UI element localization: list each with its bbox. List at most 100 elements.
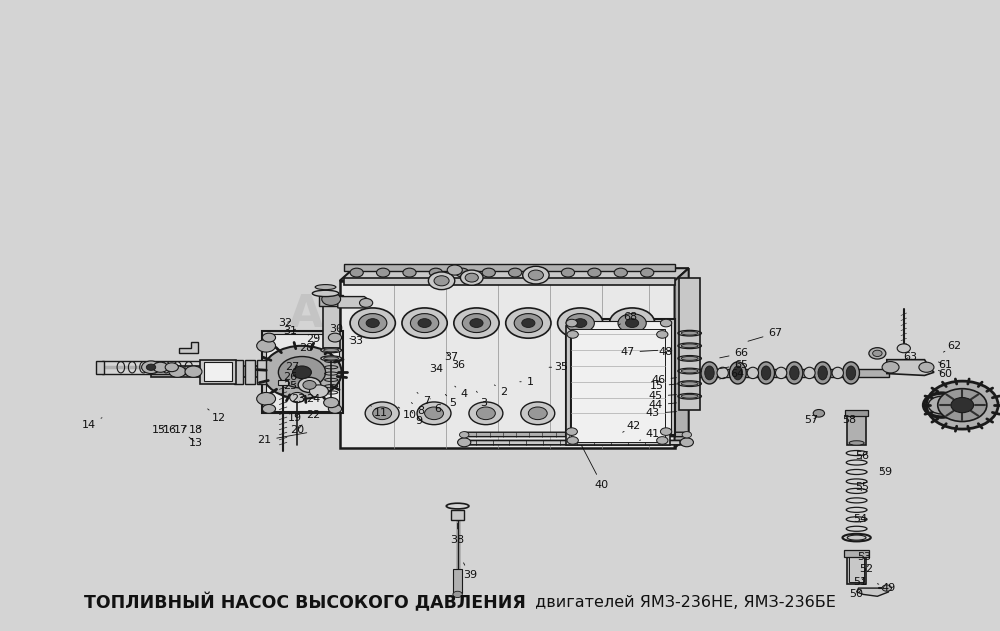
Text: 39: 39	[463, 563, 477, 581]
Circle shape	[566, 319, 577, 327]
Ellipse shape	[804, 367, 815, 379]
Text: 21: 21	[257, 433, 307, 445]
Circle shape	[350, 268, 363, 277]
Ellipse shape	[681, 382, 698, 386]
Bar	[844, 550, 869, 557]
Text: 14: 14	[82, 418, 102, 430]
Circle shape	[509, 268, 522, 277]
Ellipse shape	[717, 367, 728, 379]
Circle shape	[561, 268, 575, 277]
Circle shape	[506, 308, 551, 338]
Circle shape	[257, 392, 276, 405]
Bar	[451, 510, 464, 520]
Text: 31: 31	[284, 326, 298, 336]
Bar	[200, 360, 236, 384]
Text: 42: 42	[623, 421, 641, 432]
Circle shape	[813, 410, 825, 417]
Bar	[847, 412, 866, 445]
Text: 57: 57	[804, 415, 818, 425]
Bar	[245, 360, 255, 384]
Circle shape	[310, 385, 328, 398]
Text: 10: 10	[398, 407, 416, 420]
Ellipse shape	[761, 366, 771, 380]
Text: 50: 50	[850, 589, 864, 599]
Circle shape	[574, 319, 587, 327]
Circle shape	[429, 268, 443, 277]
Circle shape	[376, 268, 390, 277]
Circle shape	[290, 392, 305, 403]
Text: 68: 68	[619, 312, 637, 325]
Circle shape	[573, 402, 607, 425]
Ellipse shape	[747, 367, 759, 379]
Circle shape	[169, 366, 186, 377]
Polygon shape	[338, 297, 370, 308]
Ellipse shape	[832, 367, 843, 379]
Text: 67: 67	[748, 328, 783, 341]
Text: 49: 49	[877, 583, 896, 593]
Text: 38: 38	[451, 523, 465, 545]
Text: 15: 15	[650, 381, 677, 391]
Circle shape	[278, 357, 326, 388]
Circle shape	[298, 377, 321, 392]
Circle shape	[402, 308, 447, 338]
Bar	[96, 361, 104, 374]
Text: двигателей ЯМЗ-236НЕ, ЯМЗ-236БЕ: двигателей ЯМЗ-236НЕ, ЯМЗ-236БЕ	[530, 595, 836, 610]
Text: 6: 6	[430, 399, 441, 414]
Text: 7: 7	[417, 392, 430, 406]
Circle shape	[418, 319, 431, 327]
Ellipse shape	[681, 369, 698, 373]
Bar	[681, 369, 889, 377]
Text: 20: 20	[290, 425, 304, 435]
Circle shape	[366, 319, 379, 327]
Ellipse shape	[321, 356, 342, 361]
Text: 26: 26	[284, 372, 298, 382]
Ellipse shape	[324, 348, 339, 351]
Bar	[344, 264, 675, 271]
Circle shape	[869, 348, 886, 359]
Ellipse shape	[324, 357, 339, 360]
Circle shape	[882, 362, 899, 373]
Ellipse shape	[701, 362, 718, 384]
Circle shape	[558, 308, 603, 338]
Text: 35: 35	[549, 362, 568, 372]
Circle shape	[660, 428, 672, 435]
Circle shape	[521, 402, 555, 425]
Text: ТОПЛИВНЫЙ НАСОС ВЫСОКОГО ДАВЛЕНИЯ: ТОПЛИВНЫЙ НАСОС ВЫСОКОГО ДАВЛЕНИЯ	[84, 593, 526, 612]
Bar	[278, 380, 288, 385]
Text: 12: 12	[208, 409, 226, 423]
Ellipse shape	[846, 366, 856, 380]
Ellipse shape	[681, 357, 698, 360]
Ellipse shape	[705, 366, 714, 380]
Ellipse shape	[681, 394, 698, 398]
Circle shape	[469, 402, 503, 425]
Text: 29: 29	[306, 334, 320, 345]
Bar	[566, 319, 675, 435]
Bar	[453, 569, 462, 593]
Circle shape	[417, 402, 451, 425]
Ellipse shape	[790, 366, 799, 380]
Text: 60: 60	[938, 369, 952, 379]
Text: 44: 44	[649, 400, 677, 410]
Polygon shape	[464, 432, 689, 437]
Circle shape	[882, 585, 892, 591]
Circle shape	[153, 362, 168, 372]
Ellipse shape	[681, 331, 698, 335]
Circle shape	[185, 366, 202, 377]
Circle shape	[580, 407, 599, 420]
Polygon shape	[462, 440, 691, 445]
Text: 19: 19	[287, 413, 301, 423]
Bar	[151, 366, 264, 377]
Circle shape	[680, 438, 693, 447]
Text: 36: 36	[452, 360, 466, 370]
Bar	[234, 360, 243, 384]
Text: 18: 18	[189, 425, 203, 435]
Bar	[204, 362, 232, 381]
Circle shape	[522, 319, 535, 327]
Text: 47: 47	[620, 347, 658, 357]
Bar	[262, 331, 343, 413]
Ellipse shape	[842, 362, 859, 384]
Circle shape	[567, 331, 578, 338]
Circle shape	[434, 276, 449, 286]
Circle shape	[447, 265, 462, 275]
Polygon shape	[340, 268, 689, 281]
